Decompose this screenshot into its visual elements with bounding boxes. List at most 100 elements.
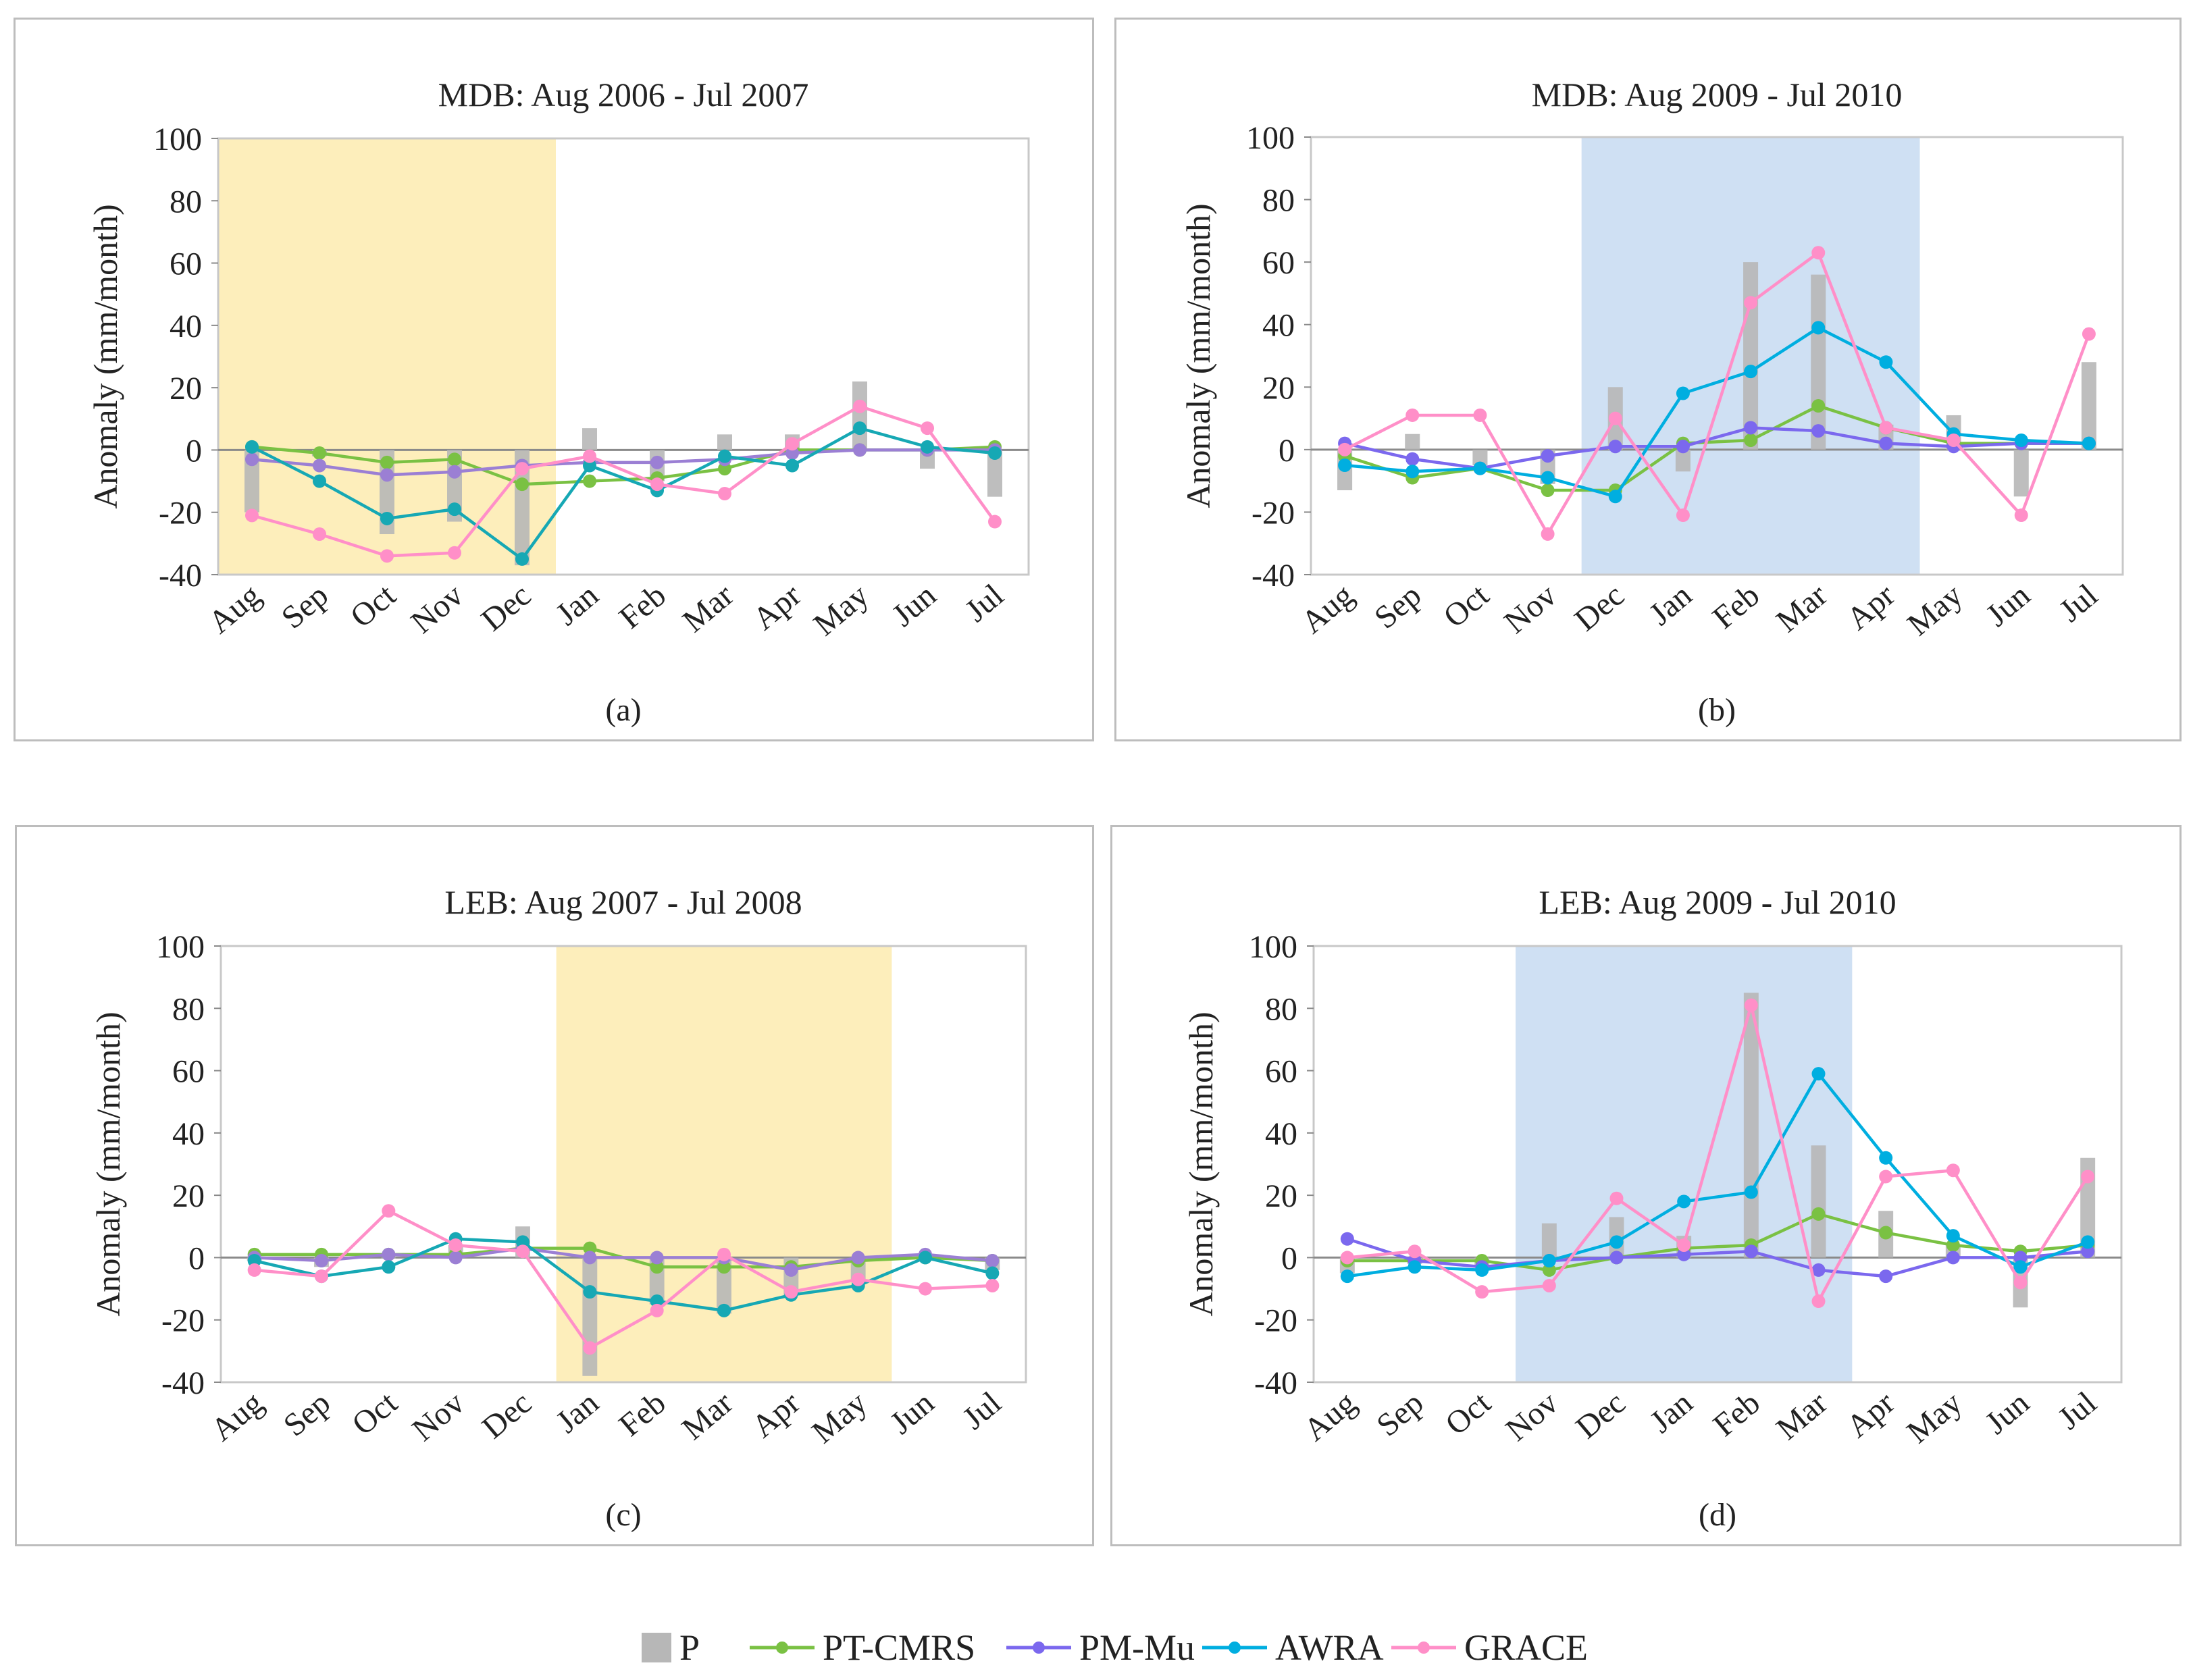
y-tick-label: -40 — [1254, 1365, 1297, 1401]
series-point-awra — [1542, 1254, 1556, 1268]
chart-title-a: MDB: Aug 2006 - Jul 2007 — [438, 76, 809, 113]
x-tick-label: Aug — [1297, 1385, 1363, 1448]
series-point-awra — [382, 1260, 396, 1274]
series-point-grace — [1408, 1244, 1422, 1259]
legend-item-grace: GRACE — [1391, 1621, 1588, 1675]
series-point-grace — [1744, 998, 1758, 1012]
series-line-grace — [1347, 1005, 2090, 1306]
legend-swatch-p — [642, 1633, 671, 1662]
series-point-awra — [1340, 1269, 1354, 1284]
chart-svg-d: LEB: Aug 2009 - Jul 2010 -40 -20 0 20 40 60 80 1… — [1182, 883, 2123, 1533]
series-point-pt-cmrs — [1879, 1226, 1893, 1240]
series-point-grace — [516, 1244, 530, 1259]
y-tick-label: 20 — [1262, 370, 1295, 406]
p-bar — [244, 450, 259, 513]
y-tick-label: 60 — [1262, 245, 1295, 281]
series-point-pm-mu — [1946, 1251, 1960, 1265]
series-point-awra — [313, 474, 326, 488]
series-point-pt-cmrs — [650, 1260, 664, 1274]
series-point-pm-mu — [1609, 1251, 1624, 1265]
series-point-awra — [1744, 1185, 1758, 1199]
series-point-pm-mu — [853, 443, 867, 457]
series-point-awra — [921, 440, 934, 454]
series-point-awra — [1541, 471, 1555, 485]
x-tick-label: Dec — [475, 577, 538, 638]
series-point-pm-mu — [1677, 1247, 1691, 1261]
series-line-grace — [254, 1209, 993, 1350]
series-point-grace — [1340, 1251, 1354, 1265]
series-point-grace — [1879, 421, 1893, 435]
y-tick-label: 100 — [153, 122, 202, 157]
p-bar — [987, 450, 1002, 497]
chart-panel-d: LEB: Aug 2009 - Jul 2010 -40 -20 0 20 40 60 80 1… — [1110, 825, 2182, 1546]
series-point-awra — [2082, 436, 2096, 450]
x-tick-label: Dec — [1569, 1385, 1632, 1446]
x-tick-label: Jul — [2053, 577, 2105, 629]
series-point-grace — [1475, 1285, 1489, 1299]
x-tick-label: Mar — [1770, 1385, 1834, 1447]
x-tick-label: Jan — [1643, 1385, 1699, 1440]
series-point-pm-mu — [650, 1251, 664, 1265]
chart-caption-b: (b) — [1698, 692, 1736, 728]
series-point-grace — [2081, 1170, 2095, 1184]
x-tick-label: Sep — [1370, 1385, 1430, 1444]
p-bar — [1472, 449, 1488, 465]
series-point-awra — [515, 552, 529, 566]
series-point-awra — [1811, 1067, 1826, 1081]
y-tick-label: 80 — [1262, 183, 1295, 219]
p-bar — [1743, 262, 1759, 450]
x-tick-label: Feb — [613, 1385, 673, 1444]
series-point-awra — [583, 1285, 597, 1299]
plot-frame-a — [217, 137, 1030, 576]
p-bar — [582, 1257, 598, 1376]
y-tick-label: -20 — [161, 1303, 205, 1339]
series-point-pm-mu — [313, 458, 326, 473]
x-tick-label: Sep — [277, 1385, 337, 1444]
y-tick-label: -40 — [1252, 558, 1295, 594]
x-tick-label: Oct — [345, 1384, 405, 1442]
x-tick-label: Feb — [613, 577, 673, 636]
y-tick-label: -40 — [161, 1365, 205, 1401]
y-axis-label-c: Anomaly (mm/month) — [89, 1012, 127, 1316]
legend-item-awra: AWRA — [1202, 1621, 1384, 1675]
series-point-grace — [921, 421, 934, 436]
series-point-grace — [1744, 296, 1758, 310]
series-point-pm-mu — [1340, 1232, 1354, 1246]
chart-caption-a: (a) — [605, 692, 641, 728]
y-tick-label: 40 — [172, 1116, 205, 1152]
x-tick-label: Apr — [745, 1385, 806, 1445]
series-point-awra — [1608, 490, 1622, 504]
series-point-awra — [853, 421, 867, 436]
series-point-grace — [1676, 508, 1690, 523]
series-point-grace — [919, 1282, 932, 1296]
series-point-grace — [1946, 433, 1961, 447]
p-bar — [1541, 1223, 1557, 1258]
series-line-awra — [251, 426, 996, 562]
series-point-pt-cmrs — [1811, 399, 1826, 413]
series-point-pm-mu — [1744, 421, 1758, 435]
plot-frame-b — [1310, 136, 2124, 576]
x-tick-label: Oct — [1439, 1384, 1498, 1442]
y-tick-label: -20 — [1254, 1303, 1297, 1339]
p-bar — [2081, 362, 2096, 450]
y-tick-label: 100 — [156, 929, 205, 965]
series-point-awra — [1744, 365, 1758, 379]
series-point-grace — [1473, 408, 1487, 422]
series-point-pm-mu — [784, 1263, 798, 1277]
x-tick-label: May — [805, 1385, 873, 1450]
y-tick-label: 40 — [1265, 1116, 1297, 1152]
series-point-pt-cmrs — [515, 477, 529, 492]
p-bar — [1405, 434, 1420, 450]
series-line-pm-mu — [1344, 426, 2089, 470]
series-point-pm-mu — [1405, 452, 1420, 466]
series-point-awra — [2013, 1260, 2028, 1274]
series-point-grace — [1609, 1191, 1624, 1205]
series-point-awra — [1609, 1235, 1624, 1249]
series-point-grace — [315, 1269, 328, 1284]
y-tick-label: 40 — [1262, 308, 1295, 344]
y-tick-label: 80 — [172, 991, 205, 1027]
series-point-grace — [382, 1204, 396, 1218]
chart-title-d: LEB: Aug 2009 - Jul 2010 — [1539, 883, 1896, 921]
series-line-pm-mu — [1347, 1237, 2088, 1278]
x-tick-label: Feb — [1707, 1385, 1767, 1444]
